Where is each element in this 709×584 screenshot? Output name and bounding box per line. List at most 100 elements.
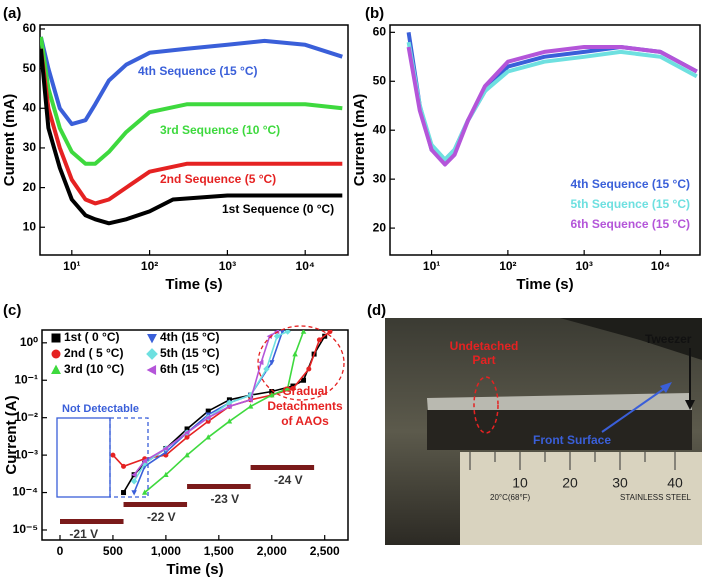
legend-entry: 4th (15 °C) bbox=[160, 330, 219, 344]
panel-label: (a) bbox=[3, 5, 21, 22]
x-tick-label: 2,000 bbox=[257, 544, 287, 558]
ruler-number: 40 bbox=[667, 475, 683, 491]
front-arrowhead bbox=[660, 382, 672, 393]
legend-entry: 5th (15 °C) bbox=[160, 346, 219, 360]
ruler-ticks bbox=[469, 452, 676, 470]
legend-marker bbox=[51, 333, 61, 343]
voltage-step-label: -23 V bbox=[210, 492, 239, 506]
ruler-number: 20 bbox=[562, 475, 578, 491]
y-tick-label: 10⁻⁵ bbox=[13, 522, 38, 536]
x-tick-label: 10¹ bbox=[423, 259, 440, 273]
data-point bbox=[306, 366, 312, 372]
data-point bbox=[163, 449, 169, 456]
data-point bbox=[162, 445, 169, 452]
series-line bbox=[406, 45, 698, 167]
series-label: 3rd Sequence (10 °C) bbox=[160, 123, 280, 137]
series-line bbox=[406, 41, 698, 162]
sample-shadow bbox=[427, 410, 692, 450]
legend-marker bbox=[146, 348, 158, 360]
tweezer-label: Tweezer bbox=[645, 332, 692, 346]
data-point bbox=[327, 330, 333, 335]
y-tick-label: 60 bbox=[373, 25, 387, 39]
data-point bbox=[292, 351, 298, 357]
plot-frame bbox=[39, 24, 349, 256]
data-point bbox=[184, 452, 190, 458]
undetached-label: Part bbox=[472, 353, 495, 367]
y-tick-label: 50 bbox=[23, 61, 37, 75]
data-point bbox=[263, 365, 270, 373]
ruler-number: 10 bbox=[512, 475, 528, 491]
x-tick-label: 10³ bbox=[219, 259, 236, 273]
undetectable-label: Not Detectable bbox=[62, 403, 139, 415]
ruler-temp: 20°C(68°F) bbox=[490, 493, 531, 502]
y-tick-label: 10 bbox=[23, 219, 37, 233]
series-label: 2nd Sequence (5 °C) bbox=[160, 172, 276, 186]
panel-label: (b) bbox=[365, 5, 384, 22]
data-point bbox=[141, 458, 147, 464]
data-point bbox=[184, 426, 190, 432]
y-tick-label: 40 bbox=[373, 122, 387, 136]
data-point bbox=[247, 397, 253, 403]
legend-entry: 3rd (10 °C) bbox=[64, 362, 124, 376]
voltage-step bbox=[60, 519, 124, 524]
data-point bbox=[130, 478, 138, 485]
detachment-label: of AAOs bbox=[281, 414, 329, 428]
legend-entry: 1st ( 0 °C) bbox=[64, 330, 119, 344]
data-point bbox=[184, 434, 190, 440]
x-tick-label: 500 bbox=[103, 544, 123, 558]
legend-entry: 5th Sequence (15 °C) bbox=[571, 197, 691, 211]
series-line bbox=[144, 331, 305, 494]
series-label: 1st Sequence (0 °C) bbox=[222, 202, 334, 216]
tweezer-arrowhead bbox=[685, 400, 695, 410]
front-label: Front Surface bbox=[533, 433, 611, 447]
x-tick-label: 2,500 bbox=[310, 544, 340, 558]
data-point bbox=[279, 330, 285, 335]
tweezer-shape bbox=[560, 318, 702, 360]
ruler-number: 30 bbox=[612, 475, 628, 491]
legend-entry: 4th Sequence (15 °C) bbox=[571, 177, 691, 191]
x-tick-label: 0 bbox=[57, 544, 64, 558]
legend-entry: 6th Sequence (15 °C) bbox=[571, 217, 691, 231]
panel-label: (c) bbox=[3, 302, 21, 319]
detachment-circle bbox=[257, 325, 345, 401]
data-point bbox=[258, 359, 264, 366]
y-tick-label: 10⁰ bbox=[20, 335, 38, 349]
plot-frame bbox=[41, 329, 349, 541]
y-axis-label: Current (mA) bbox=[1, 94, 18, 187]
data-point bbox=[269, 360, 275, 366]
y-tick-label: 20 bbox=[373, 220, 387, 234]
y-tick-label: 50 bbox=[373, 73, 387, 87]
data-point bbox=[205, 434, 211, 440]
legend-marker bbox=[51, 349, 61, 359]
data-point bbox=[269, 389, 275, 395]
legend-entry: 6th (15 °C) bbox=[160, 362, 219, 376]
detachment-label: Detachments bbox=[267, 399, 343, 413]
ruler-brand: STAINLESS STEEL bbox=[620, 493, 692, 502]
y-axis-label: Current (A) bbox=[3, 395, 20, 474]
series-line bbox=[133, 330, 278, 476]
x-tick-label: 10⁴ bbox=[296, 259, 315, 273]
series-label: 4th Sequence (15 °C) bbox=[138, 64, 258, 78]
series-line bbox=[40, 48, 343, 226]
series-line bbox=[133, 330, 288, 482]
legend-marker bbox=[51, 364, 61, 375]
data-point bbox=[269, 392, 275, 398]
data-point bbox=[290, 386, 296, 392]
data-point bbox=[205, 408, 211, 414]
data-point bbox=[121, 463, 127, 469]
x-tick-label: 10² bbox=[499, 259, 516, 273]
y-tick-label: 40 bbox=[23, 100, 37, 114]
y-tick-label: 10⁻¹ bbox=[14, 372, 38, 386]
x-axis-label: Time (s) bbox=[516, 276, 573, 293]
y-tick-label: 30 bbox=[23, 140, 37, 154]
data-point bbox=[301, 377, 307, 383]
data-point bbox=[290, 383, 296, 389]
data-point bbox=[284, 385, 291, 391]
data-point bbox=[141, 489, 148, 495]
plot-frame bbox=[389, 24, 701, 256]
series-line bbox=[40, 48, 343, 206]
panel-label: (d) bbox=[367, 302, 386, 319]
undetached-marker bbox=[473, 376, 499, 434]
x-tick-label: 1,500 bbox=[204, 544, 234, 558]
voltage-step-label: -22 V bbox=[147, 510, 176, 524]
